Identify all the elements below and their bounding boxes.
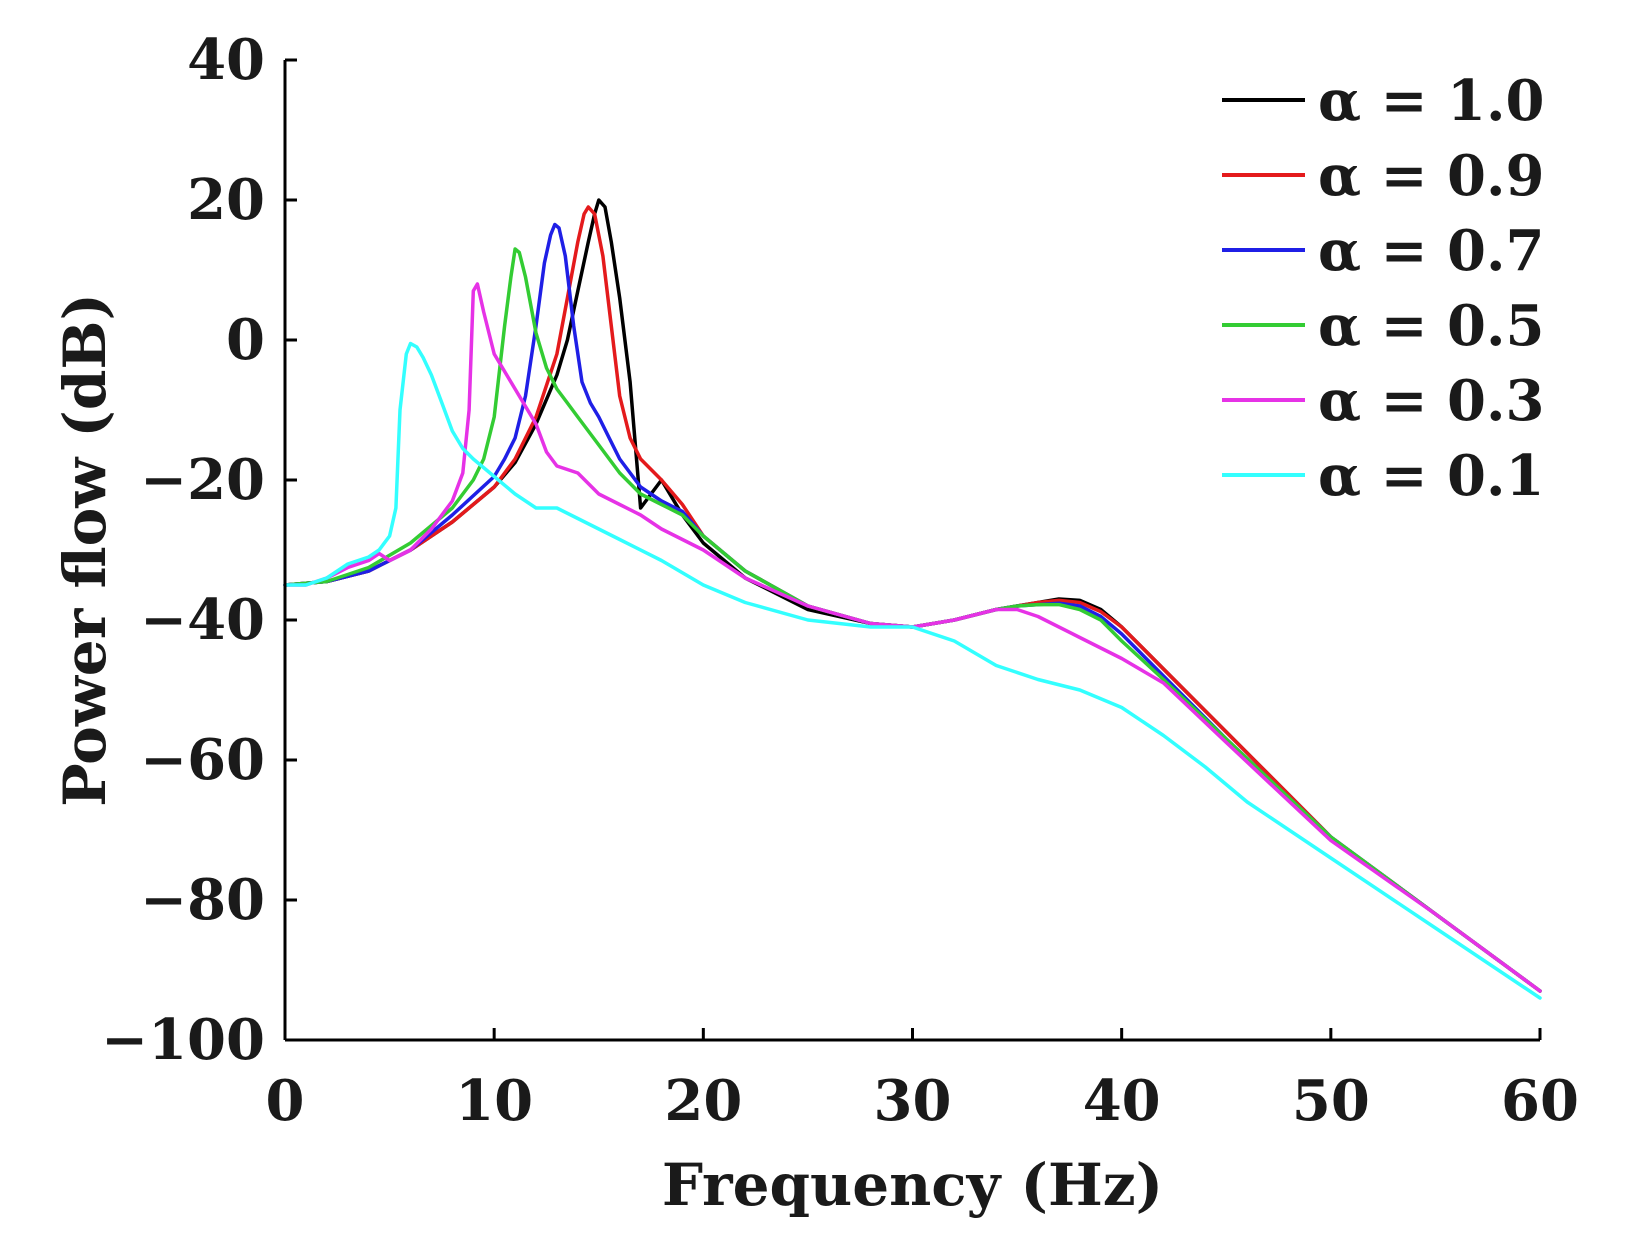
x-tick-label: 50 bbox=[1292, 1068, 1370, 1134]
y-tick-label: −40 bbox=[140, 587, 265, 653]
series-line-5 bbox=[283, 341, 1542, 1000]
x-axis-title: Frequency (Hz) bbox=[662, 1151, 1163, 1219]
x-tick-label: 20 bbox=[664, 1068, 742, 1134]
series-layer bbox=[283, 198, 1542, 1000]
x-tick-label: 60 bbox=[1501, 1068, 1579, 1134]
series-line-3 bbox=[283, 247, 1542, 993]
legend-label-4: α = 0.3 bbox=[1318, 368, 1544, 434]
x-ticks: 0 10 20 30 40 50 60 bbox=[266, 1028, 1579, 1134]
y-tick-label: −60 bbox=[140, 727, 265, 793]
y-tick-label: −80 bbox=[140, 867, 265, 933]
legend-label-1: α = 0.9 bbox=[1318, 143, 1544, 209]
series-line-1 bbox=[283, 205, 1542, 993]
y-axis-title: Power flow (dB) bbox=[51, 293, 119, 807]
x-tick-label: 10 bbox=[455, 1068, 533, 1134]
x-tick-label: 0 bbox=[266, 1068, 305, 1134]
legend-label-3: α = 0.5 bbox=[1318, 293, 1544, 359]
legend-label-0: α = 1.0 bbox=[1318, 68, 1544, 134]
legend-label-5: α = 0.1 bbox=[1318, 443, 1544, 509]
y-ticks: −100 −80 −60 −40 −20 0 20 40 bbox=[101, 27, 297, 1073]
y-tick-label: −100 bbox=[101, 1007, 265, 1073]
y-tick-label: 0 bbox=[226, 307, 265, 373]
y-tick-label: 20 bbox=[187, 167, 265, 233]
series-line-4 bbox=[283, 282, 1542, 993]
y-tick-label: −20 bbox=[140, 447, 265, 513]
y-tick-label: 40 bbox=[187, 27, 265, 93]
x-tick-label: 40 bbox=[1083, 1068, 1161, 1134]
legend: α = 1.0 α = 0.9 α = 0.7 α = 0.5 α = 0.3 α = 0… bbox=[1222, 68, 1544, 509]
series-line-0 bbox=[283, 198, 1542, 993]
series-line-2 bbox=[283, 222, 1542, 993]
legend-label-2: α = 0.7 bbox=[1318, 218, 1544, 284]
x-tick-label: 30 bbox=[874, 1068, 952, 1134]
